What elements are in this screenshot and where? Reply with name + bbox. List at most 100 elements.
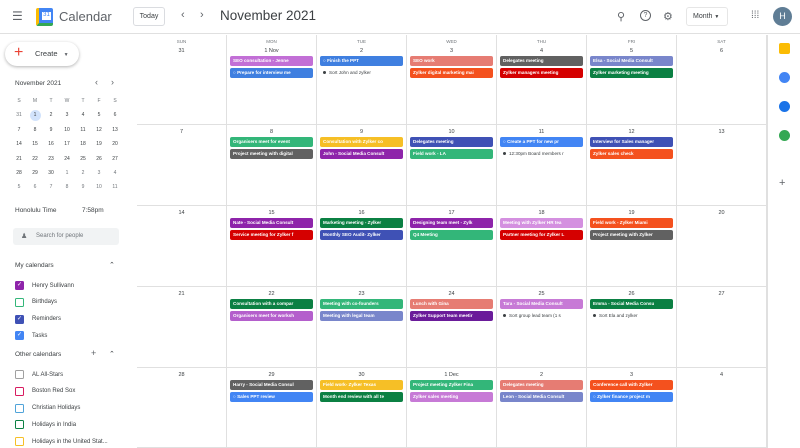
maps-icon[interactable] — [779, 130, 790, 141]
day-cell[interactable]: 3 Conference call with Zylker ○ Zylker fin… — [587, 368, 677, 448]
day-number[interactable]: 4 — [539, 48, 544, 54]
mini-day[interactable]: 30 — [48, 169, 54, 176]
day-number[interactable]: 14 — [178, 210, 185, 216]
day-cell[interactable]: 30 Field work- Zylker Texas Month end revi… — [317, 368, 407, 448]
event-chip[interactable]: Delegates meeting — [410, 137, 493, 147]
event-chip[interactable]: Elsa - Social Media Consult — [590, 56, 673, 66]
day-cell[interactable]: 19 Field work - Zylker Miami Project meeti… — [587, 206, 677, 287]
event-chip[interactable]: Consultation with Zylker co — [320, 137, 403, 147]
day-cell[interactable]: 8 Organisers meet for event Project meetin… — [227, 125, 317, 206]
day-cell[interactable]: 23 Meeting with co-founders Meeting with l… — [317, 287, 407, 368]
mini-day[interactable]: 15 — [32, 141, 38, 148]
day-number[interactable]: 21 — [178, 291, 185, 297]
create-button[interactable]: + Create ▼ — [5, 42, 79, 66]
menu-icon[interactable]: ☰ — [12, 9, 23, 23]
collapse-icon[interactable]: ⌃ — [109, 262, 115, 269]
task-chip[interactable]: ○ Finish the PPT — [320, 56, 403, 66]
next-month-button[interactable]: › — [200, 9, 204, 21]
day-cell[interactable]: THU 4 Delegates meeting Zylker managers mee… — [497, 35, 587, 125]
event-chip[interactable]: Month end review with all te — [320, 392, 403, 402]
event-chip[interactable]: Service meeting for Zylker f — [230, 230, 313, 240]
mini-day[interactable]: 16 — [48, 141, 54, 148]
day-cell[interactable]: 10 Delegates meeting Field work - LA — [407, 125, 497, 206]
tasks-icon[interactable] — [779, 72, 790, 83]
event-chip[interactable]: Leon - Social Media Consult — [500, 392, 583, 402]
day-cell[interactable]: 4 — [677, 368, 767, 448]
event-chip[interactable]: Partner meeting for Zylker L — [500, 230, 583, 240]
day-cell[interactable]: 26 Emma - Social Media Consu Sort Ela and … — [587, 287, 677, 368]
event-chip[interactable]: Zylker sales meeting — [410, 392, 493, 402]
day-number[interactable]: 30 — [358, 372, 365, 378]
event-chip[interactable]: Marketing meeting - Zylker — [320, 218, 403, 228]
checkbox[interactable] — [15, 370, 24, 379]
calendar-item[interactable]: Birthdays — [15, 297, 57, 307]
mini-day[interactable]: 2 — [49, 112, 53, 119]
mini-day[interactable]: 7 — [17, 126, 21, 133]
event-chip[interactable]: Harry - Social Media Consul — [230, 380, 313, 390]
mini-day[interactable]: 8 — [33, 126, 37, 133]
mini-day[interactable]: 19 — [96, 141, 102, 148]
event-chip[interactable]: Field work- Zylker Texas — [320, 380, 403, 390]
mini-prev-button[interactable]: ‹ — [95, 77, 98, 87]
day-number[interactable]: 2 — [359, 48, 364, 54]
event-chip[interactable]: Nate - Social Media Consult — [230, 218, 313, 228]
event-item[interactable]: 12:30pm Board members r — [500, 149, 583, 159]
calendar-item[interactable]: ✓ Tasks — [15, 331, 47, 341]
day-cell[interactable]: SAT 6 — [677, 35, 767, 125]
day-number[interactable]: 22 — [268, 291, 275, 297]
day-number[interactable]: 4 — [719, 372, 724, 378]
day-cell[interactable]: 14 — [137, 206, 227, 287]
event-chip[interactable]: Delegates meeting — [500, 56, 583, 66]
mini-day[interactable]: 2 — [81, 169, 85, 176]
mini-day[interactable]: 26 — [96, 155, 102, 162]
day-cell[interactable]: 29 Harry - Social Media Consul ○ Sales PPT… — [227, 368, 317, 448]
checkbox[interactable] — [15, 386, 24, 396]
mini-day[interactable]: 3 — [97, 169, 101, 176]
task-chip[interactable]: ○ Zylker finance project m — [590, 392, 673, 402]
day-number[interactable]: 16 — [358, 210, 365, 216]
mini-day[interactable]: 9 — [81, 184, 85, 191]
view-selector[interactable]: Month ▼ — [686, 7, 728, 26]
day-number[interactable]: 1 Dec — [444, 372, 459, 378]
day-number[interactable]: 24 — [448, 291, 455, 297]
day-cell[interactable]: 20 — [677, 206, 767, 287]
mini-day[interactable]: 9 — [49, 126, 53, 133]
day-cell[interactable]: 13 — [677, 125, 767, 206]
prev-month-button[interactable]: ‹ — [181, 9, 185, 21]
checkbox[interactable] — [15, 297, 24, 307]
day-number[interactable]: 18 — [538, 210, 545, 216]
search-icon[interactable]: ⚲ — [617, 11, 626, 23]
day-number[interactable]: 17 — [448, 210, 455, 216]
day-cell[interactable]: TUE 2 ○ Finish the PPT Sort John and zylker — [317, 35, 407, 125]
day-cell[interactable]: WED 3 SEO work Zylker digital marketing mai — [407, 35, 497, 125]
apps-grid-icon[interactable]: ⁞⁞⁞ — [751, 10, 760, 21]
checkbox[interactable]: ✓ — [15, 314, 24, 324]
calendar-item[interactable]: ✓ Henry Sullivann — [15, 281, 74, 290]
task-chip[interactable]: ○ Sales PPT review — [230, 392, 313, 402]
mini-day[interactable]: 23 — [48, 155, 54, 162]
day-number[interactable]: 7 — [179, 129, 184, 135]
event-chip[interactable]: Zylker Support team meetir — [410, 311, 493, 321]
day-cell[interactable]: 25 Tara - Social Media Consult Sort group … — [497, 287, 587, 368]
event-chip[interactable]: Delegates meeting — [500, 380, 583, 390]
mini-day[interactable]: 27 — [112, 155, 118, 162]
search-people-input[interactable]: ♟ Search for people — [13, 228, 119, 245]
checkbox[interactable]: ✓ — [15, 281, 24, 290]
day-cell[interactable]: 9 Consultation with Zylker co John - Socia… — [317, 125, 407, 206]
mini-day[interactable]: 1 — [29, 109, 41, 121]
day-number[interactable]: 3 — [629, 372, 634, 378]
event-chip[interactable]: Emma - Social Media Consu — [590, 299, 673, 309]
day-cell[interactable]: 21 — [137, 287, 227, 368]
day-number[interactable]: 25 — [538, 291, 545, 297]
event-chip[interactable]: Lunch with Gina — [410, 299, 493, 309]
mini-day[interactable]: 4 — [81, 112, 85, 119]
day-cell[interactable]: 15 Nate - Social Media Consult Service mee… — [227, 206, 317, 287]
task-chip[interactable]: ○ Prepare for interview me — [230, 68, 313, 78]
collapse-icon[interactable]: ⌃ — [109, 351, 115, 358]
mini-day[interactable]: 21 — [16, 155, 22, 162]
day-number[interactable]: 31 — [178, 48, 185, 54]
add-calendar-icon[interactable]: + — [91, 348, 97, 358]
event-chip[interactable]: Field work - LA — [410, 149, 493, 159]
day-cell[interactable]: 17 Designing team meet - Zylk Q4 Meeting — [407, 206, 497, 287]
event-chip[interactable]: Monthly SEO Audit- Zylker — [320, 230, 403, 240]
